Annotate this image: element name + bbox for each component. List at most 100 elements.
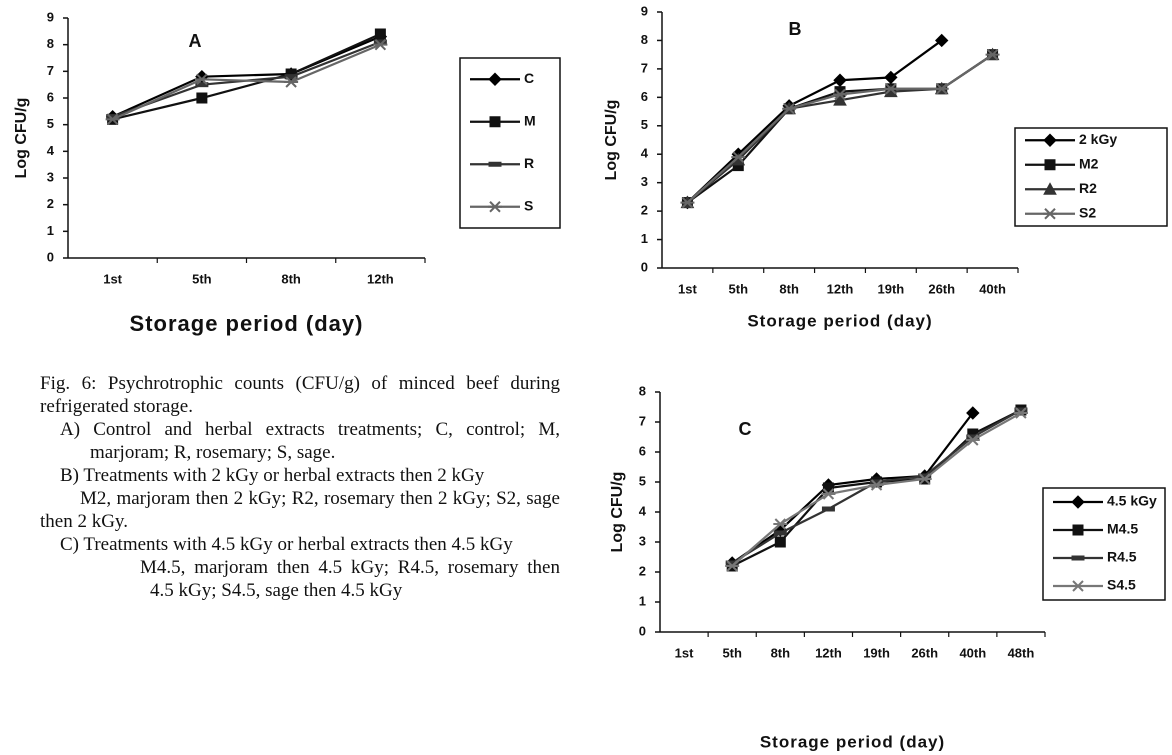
y-axis-label: Log CFU/g [609,472,626,553]
x-tick-label: 1st [103,271,122,286]
marker [773,530,787,536]
y-tick-label: 1 [639,593,646,608]
y-tick-label: 8 [639,383,646,398]
legend-marker [488,201,502,213]
series-line [112,43,381,121]
x-tick-label: 26th [928,281,955,296]
marker [869,479,884,491]
y-tick-label: 6 [639,443,646,458]
annotation: A [189,31,202,51]
marker [284,74,298,80]
marker [374,28,386,40]
x-tick-label: 5th [192,271,212,286]
legend-marker [1043,182,1057,195]
y-tick-label: 5 [47,116,54,131]
series-line [112,35,381,118]
y-tick-label: 0 [639,623,646,638]
caption-line: B) Treatments with 2 kGy or herbal extra… [60,465,485,486]
y-tick-label: 7 [641,60,648,75]
y-tick-label: 8 [47,36,54,51]
y-tick-label: 9 [641,3,648,18]
y-tick-label: 4 [641,146,649,161]
marker [985,48,1000,61]
legend-marker [489,116,501,128]
x-tick-label: 5th [722,645,742,660]
marker [105,113,120,126]
marker [833,73,847,87]
y-tick-label: 8 [641,32,648,47]
legend-label: M4.5 [1107,521,1138,537]
legend-marker [1043,133,1057,147]
y-axis-label: Log CFU/g [13,98,30,179]
x-tick-label: 8th [779,281,799,296]
y-tick-label: 3 [639,533,646,548]
legend-label: C [524,70,534,86]
legend-label: S2 [1079,204,1096,220]
y-tick-label: 3 [641,174,648,189]
x-tick-label: 19th [863,645,890,660]
marker [774,536,786,548]
legend-label: R [524,155,534,171]
caption: Fig. 6: Psychrotrophic counts (CFU/g) of… [40,372,560,602]
legend-box [459,57,561,229]
x-tick-label: 1st [675,645,694,660]
legend-marker [1071,580,1085,592]
legend-label: 2 kGy [1079,131,1117,147]
marker [196,92,208,104]
legend-label: M2 [1079,155,1099,171]
y-tick-label: 4 [639,503,647,518]
x-tick-label: 8th [771,645,791,660]
y-axis-label: Log CFU/g [603,100,620,181]
x-tick-label: 12th [827,281,854,296]
legend-label: R4.5 [1107,549,1137,565]
x-tick-label: 12th [367,271,394,286]
marker [934,83,949,95]
x-tick-label: 5th [729,281,749,296]
marker [1013,407,1028,419]
caption-line: M4.5, marjoram then 4.5 kGy; R4.5, rosem… [140,557,560,601]
y-tick-label: 6 [47,89,54,104]
legend-marker [488,161,502,167]
x-axis-label: Storage period (day) [760,732,945,751]
marker [966,406,980,420]
x-axis-label: Storage period (day) [130,311,364,336]
marker [680,196,695,209]
caption-line: Fig. 6: Psychrotrophic counts (CFU/g) of… [40,373,560,417]
legend-label: R2 [1079,180,1097,196]
y-tick-label: 9 [47,9,54,24]
annotation: C [739,419,752,439]
marker [194,73,209,86]
x-tick-label: 8th [281,271,301,286]
legend-marker [1071,555,1085,561]
y-tick-label: 0 [641,259,648,274]
x-axis-label: Storage period (day) [747,311,932,330]
x-tick-label: 26th [911,645,938,660]
marker [782,103,797,115]
y-tick-label: 5 [641,117,648,132]
y-tick-label: 7 [639,413,646,428]
marker [731,151,746,163]
y-tick-label: 1 [641,231,648,246]
marker [195,82,209,88]
legend-marker [488,72,502,86]
series-line [112,32,381,121]
marker [833,93,847,106]
legend-label: M [524,112,536,128]
y-tick-label: 4 [47,143,55,158]
legend-marker [1072,524,1084,536]
legend-label: S [524,197,533,213]
marker [917,473,932,485]
series-line [731,412,974,564]
marker [284,76,299,88]
y-tick-label: 6 [641,89,648,104]
x-tick-label: 48th [1008,645,1035,660]
series-line [686,39,943,204]
marker [373,38,388,51]
x-tick-label: 1st [678,281,697,296]
caption-line: C) Treatments with 4.5 kGy or herbal ext… [60,534,513,555]
x-tick-label: 40th [979,281,1006,296]
legend-box [1014,127,1168,227]
y-tick-label: 1 [47,223,54,238]
marker [725,560,740,572]
